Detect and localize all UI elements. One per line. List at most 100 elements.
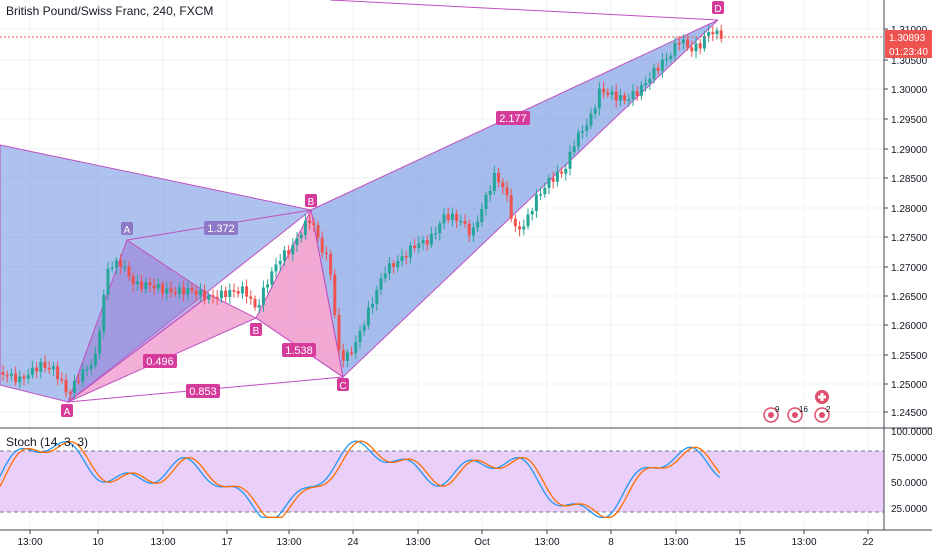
candle-body [228, 290, 232, 297]
candle-body [450, 213, 454, 220]
event-icon-1: 9 [763, 405, 780, 423]
candle-body [471, 227, 475, 236]
candle-body [711, 32, 715, 35]
candle-body [665, 58, 669, 61]
candle-body [602, 88, 606, 93]
candle-body [476, 222, 480, 228]
candle-body [434, 233, 438, 235]
candle-body [413, 245, 417, 249]
ratio-label-bg [496, 111, 530, 125]
ratio-label-bg [282, 343, 316, 357]
candle-body [354, 342, 358, 354]
candle-body [509, 195, 513, 219]
candle-body [371, 303, 375, 308]
candle-body [530, 210, 534, 215]
candle-body [383, 273, 387, 279]
candle-body [438, 223, 442, 234]
candle-body [261, 287, 265, 305]
candle-body [358, 330, 362, 343]
point-label: B [253, 326, 260, 337]
event-icons[interactable]: 9 16 2 [763, 390, 831, 423]
candle-body [35, 367, 39, 372]
candle-body [9, 373, 13, 376]
candle-body [614, 91, 618, 101]
stoch-axis[interactable]: 100.0000 75.0000 50.0000 25.0000 [891, 427, 932, 515]
event-icon-2: 16 [787, 405, 808, 423]
candle-body [102, 294, 106, 332]
candle-body [484, 194, 488, 209]
stoch-k-line [0, 440, 721, 518]
candle-body [47, 368, 51, 370]
candle-body [140, 281, 144, 289]
candle-body [274, 264, 278, 272]
candle-body [26, 374, 30, 379]
candle-body [350, 352, 354, 354]
price-axis[interactable]: 1.310001.305001.300001.295001.290001.285… [883, 0, 928, 530]
candle-body [165, 288, 169, 294]
candle-body [522, 226, 526, 230]
price-tick-label: 1.25500 [891, 351, 928, 362]
candle-body [295, 238, 299, 246]
candle-body [324, 252, 328, 255]
candle-body [161, 284, 165, 294]
candle-body [429, 233, 433, 245]
candle-body [186, 287, 190, 295]
candle-body [610, 91, 614, 95]
candle-body [534, 194, 538, 211]
candle-body [85, 368, 89, 371]
point-label-bg [305, 194, 317, 207]
candle-body [236, 291, 240, 294]
candle-body [337, 314, 341, 350]
candle-body [18, 376, 22, 383]
candle-body [656, 67, 660, 71]
candle-body [119, 260, 123, 267]
ratio-label-bg [186, 384, 220, 398]
candle-body [114, 260, 118, 268]
candle-body [627, 99, 631, 101]
time-axis[interactable]: 13:00 10 13:00 17 13:00 24 13:00 Oct 13:00 8 13:00… [17, 530, 874, 548]
candle-body [215, 296, 219, 299]
stoch-d-line [0, 440, 721, 518]
svg-text:16: 16 [799, 405, 808, 414]
point-label-bg [121, 222, 133, 235]
price-tick-label: 1.24500 [891, 408, 928, 419]
candle-body [660, 59, 664, 71]
candle-body [282, 250, 286, 261]
candle-body [211, 295, 215, 297]
candle-body [5, 374, 9, 377]
symbol-legend[interactable]: British Pound/Swiss Franc, 240, FXCM [6, 4, 214, 18]
candle-body [299, 234, 303, 239]
time-tick-label: 13:00 [791, 537, 816, 548]
candle-body [182, 287, 186, 295]
point-label: A [124, 225, 131, 236]
candle-body [345, 352, 349, 361]
price-tick-label: 1.30500 [891, 56, 928, 67]
candle-body [425, 240, 429, 245]
candle-body [303, 220, 307, 235]
swiss-flag-icon [815, 390, 829, 404]
candle-body [543, 187, 547, 195]
candle-body [526, 214, 530, 227]
candle-body [623, 95, 627, 101]
candle-body [597, 88, 601, 109]
stoch-legend[interactable]: Stoch (14, 3, 3) [6, 435, 89, 449]
candle-body [169, 288, 173, 293]
candle-body [639, 85, 643, 96]
candle-body [669, 55, 673, 59]
candle-body [459, 221, 463, 223]
candle-body [245, 286, 249, 297]
time-tick-label: 13:00 [276, 537, 301, 548]
candle-body [715, 30, 719, 35]
ratio-label: 0.496 [146, 356, 174, 368]
candle-body [219, 290, 223, 299]
candle-body [89, 365, 93, 369]
point-label-bg [712, 1, 724, 14]
time-tick-label: Oct [474, 537, 490, 548]
candle-body [366, 307, 370, 326]
candle-body [408, 245, 412, 258]
candle-body [513, 218, 517, 227]
stochastic-pane [0, 440, 884, 518]
candle-body [400, 256, 404, 261]
time-tick-label: 13:00 [150, 537, 175, 548]
